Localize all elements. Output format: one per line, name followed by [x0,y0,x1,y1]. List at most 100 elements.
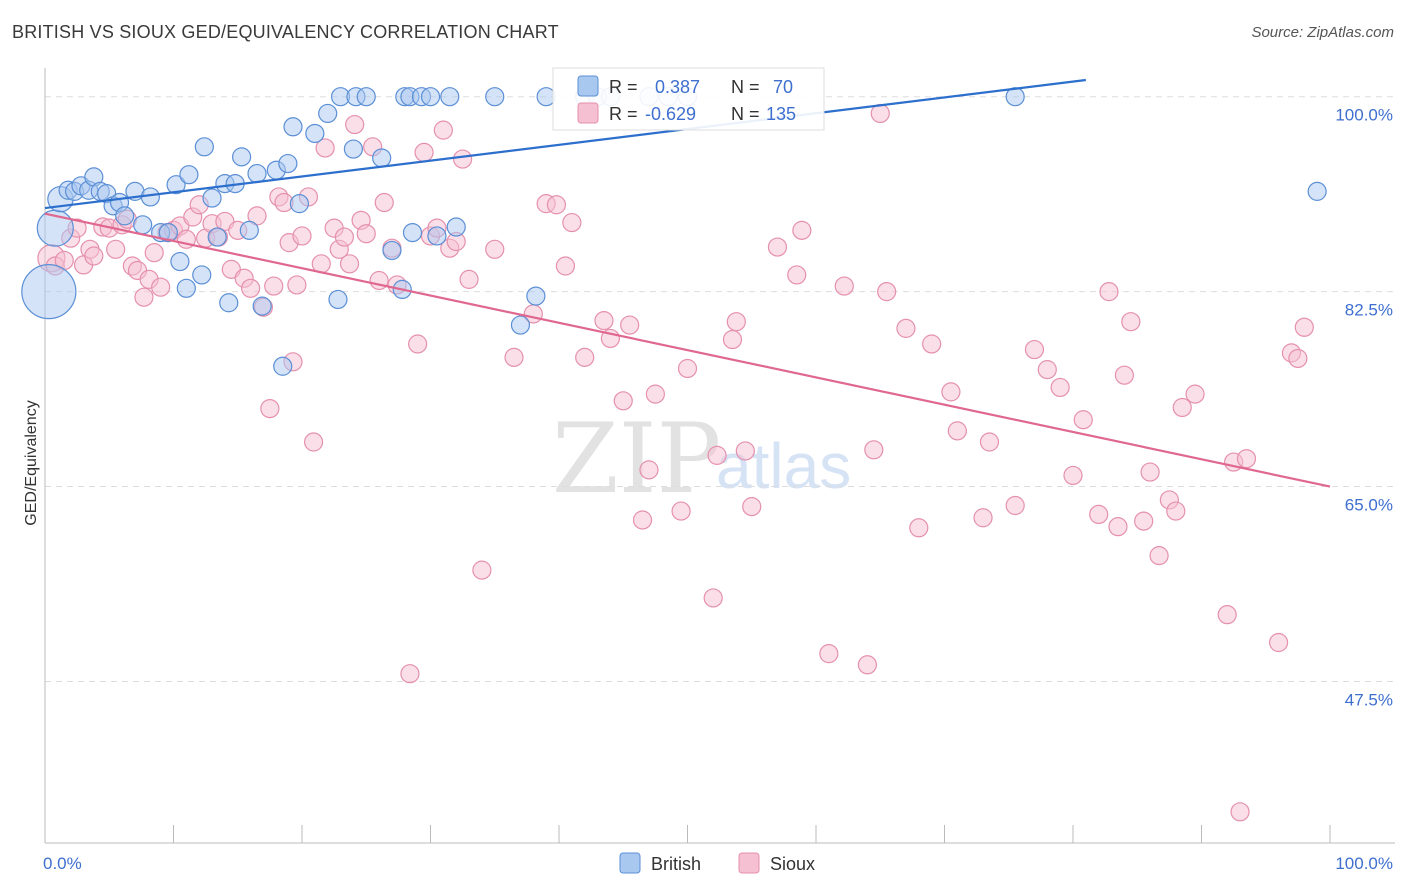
british-point [158,223,178,243]
british-point [170,251,190,272]
legend-sioux-r-label: R = [609,104,638,124]
british-point [179,165,199,185]
sioux-point [979,432,1000,452]
sioux-point [726,312,746,332]
sioux-point [241,278,261,298]
sioux-point [562,212,582,233]
sioux-point [864,440,884,460]
x-tick-labels: 0.0% 100.0% [43,854,1393,873]
sioux-point [106,239,126,259]
legend-sioux-n-label: N = [731,104,760,124]
british-point [194,137,214,157]
british-point [278,153,298,174]
sioux-point [677,358,698,379]
british-point [402,223,423,243]
british-point [21,264,77,320]
sioux-point [400,664,420,684]
sioux-point [144,243,164,263]
y-axis-title: GED/Equivalency [23,400,40,525]
sioux-point [819,644,839,664]
sioux-point [292,226,312,246]
y-tick-labels: 47.5% 65.0% 82.5% 100.0% [1335,106,1393,710]
legend-british-n-label: N = [731,77,760,97]
sioux-point [1294,317,1314,337]
british-point [252,296,272,316]
sioux-point [84,246,104,266]
sioux-point [1099,282,1119,302]
y-tick-label: 65.0% [1345,496,1393,515]
sioux-point [1236,449,1257,469]
sioux-point [555,256,576,276]
british-point [526,286,546,306]
british-point [485,87,505,107]
chart-title: BRITISH VS SIOUX GED/EQUIVALENCY CORRELA… [12,22,559,42]
british-point [446,217,466,237]
sioux-point [1288,348,1308,369]
sioux-point [453,149,473,169]
british-point [356,87,376,107]
legend-sioux-n-value: 135 [766,104,796,124]
sioux-point [1149,546,1169,566]
sioux-point [857,655,878,675]
sioux-point [834,276,854,296]
british-point [536,87,556,107]
british-point [440,87,460,107]
sioux-trend-line [44,212,1331,488]
sioux-point [459,269,479,289]
legend-bottom: British Sioux [619,852,815,874]
sioux-point [896,318,916,338]
y-tick-label: 100.0% [1335,106,1393,125]
british-point [166,175,186,195]
sioux-point [408,334,428,354]
legend-british-n-value: 70 [773,77,793,97]
sioux-point [620,315,640,335]
watermark-atlas: atlas [716,430,851,502]
sioux-point [735,441,755,461]
british-point [202,188,222,208]
sioux-point [1073,410,1093,430]
sioux-point [303,432,324,452]
british-point [343,139,363,159]
sioux-point [742,497,762,517]
british-point [372,148,392,168]
british-point [273,356,293,376]
sioux-point [1166,501,1186,521]
sioux-point [1037,360,1057,380]
sioux-point [260,398,280,419]
legend-british-swatch [577,75,599,97]
sioux-point [575,347,595,367]
british-point [207,227,227,247]
y-tick-label: 47.5% [1345,690,1393,709]
british-point [239,220,259,240]
british-trend-line [44,78,1086,210]
sioux-point [941,382,961,402]
x-tick-label-max: 100.0% [1335,854,1393,873]
sioux-point [504,347,524,367]
sioux-point [287,275,307,295]
sioux-point [1230,802,1250,822]
legend-bottom-british-swatch [619,852,641,874]
sioux-point [1268,632,1289,653]
sioux-point [767,237,788,257]
sioux-point [1134,511,1154,531]
british-point [382,240,402,261]
sioux-point [722,329,743,350]
sioux-point [1089,504,1109,525]
legend-british-r-label: R = [609,77,638,97]
sioux-point [151,277,171,297]
sioux-point [877,282,897,302]
british-point [283,117,303,137]
sioux-point [374,192,394,213]
british-point [1307,181,1327,201]
watermark: ZIP atlas [552,403,851,515]
sioux-point [134,287,154,307]
sioux-point [922,334,942,354]
sioux-point [639,460,659,480]
sioux-point [703,588,723,608]
source-credit: Source: ZipAtlas.com [1251,24,1394,41]
british-point [232,147,252,167]
british-point [510,315,531,335]
sioux-point [1217,605,1237,625]
sioux-point [433,120,453,140]
sioux-point [645,384,665,404]
